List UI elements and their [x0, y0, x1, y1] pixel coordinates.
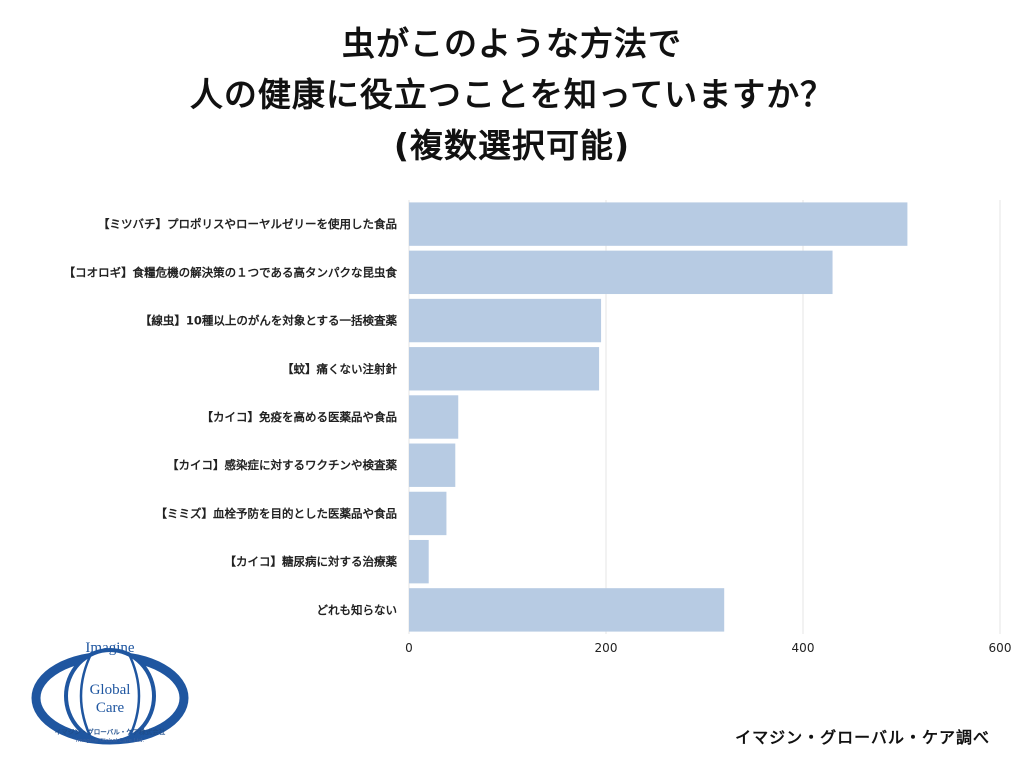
bar-chart: 【ミツバチ】プロポリスやローヤルゼリーを使用した食品【コオロギ】食糧危機の解決策… [64, 200, 1011, 655]
bar-2 [409, 298, 602, 343]
logo-caption-jp: イマジン・グローバル・ケア株式会社 [54, 728, 166, 736]
x-tick-label: 400 [792, 641, 815, 655]
category-label-8: どれも知らない [317, 603, 398, 617]
logo-meridian-left [79, 651, 94, 741]
bar-0 [409, 202, 908, 246]
category-label-2: 【線虫】10種以上のがんを対象とする一括検査薬 [140, 314, 398, 328]
logo-caption-en: Imagine Global Care Ltd. [75, 738, 145, 744]
category-label-3: 【蚊】痛くない注射針 [282, 362, 397, 376]
logo-globe [64, 648, 156, 744]
bar-4 [409, 395, 459, 439]
company-logo: Imagine Global Care [31, 640, 189, 745]
category-label-0: 【ミツバチ】プロポリスやローヤルゼリーを使用した食品 [98, 217, 397, 231]
bar-8 [409, 588, 725, 632]
category-label-4: 【カイコ】免疫を高める医薬品や食品 [202, 410, 398, 424]
category-label-7: 【カイコ】糖尿病に対する治療薬 [225, 555, 398, 569]
logo-word-care: Care [96, 700, 125, 716]
x-tick-labels: 0 200 400 600 [405, 641, 1011, 655]
title-line-3: (複数選択可能) [393, 126, 631, 165]
logo-word-global: Global [90, 682, 131, 698]
bar-1 [409, 250, 833, 295]
category-label-1: 【コオロギ】食糧危機の解決策の１つである高タンパクな昆虫食 [64, 265, 398, 279]
bar-3 [409, 347, 600, 391]
x-tick-label: 0 [405, 641, 413, 655]
bar-7 [409, 539, 429, 584]
category-labels: 【ミツバチ】プロポリスやローヤルゼリーを使用した食品【コオロギ】食糧危機の解決策… [64, 217, 398, 617]
title-line-2: 人の健康に役立つことを知っていますか？ [189, 75, 835, 114]
source-note: イマジン・グローバル・ケア調べ [735, 728, 990, 747]
title-line-1: 虫がこのような方法で [342, 24, 682, 63]
x-tick-label: 600 [989, 641, 1012, 655]
chart-title: 虫がこのような方法で 人の健康に役立つことを知っていますか？ (複数選択可能) [0, 18, 1024, 171]
logo-caption: イマジン・グローバル・ケア株式会社 Imagine Global Care Lt… [22, 728, 198, 746]
logo-word-imagine: Imagine [85, 640, 134, 656]
category-label-6: 【ミミズ】血栓予防を目的とした医薬品や食品 [156, 506, 398, 520]
x-tick-label: 200 [595, 641, 618, 655]
bar-6 [409, 491, 447, 536]
category-label-5: 【カイコ】感染症に対するワクチンや検査薬 [167, 458, 397, 472]
logo-meridian-right [126, 651, 141, 741]
bars [409, 202, 908, 632]
bar-5 [409, 443, 456, 487]
